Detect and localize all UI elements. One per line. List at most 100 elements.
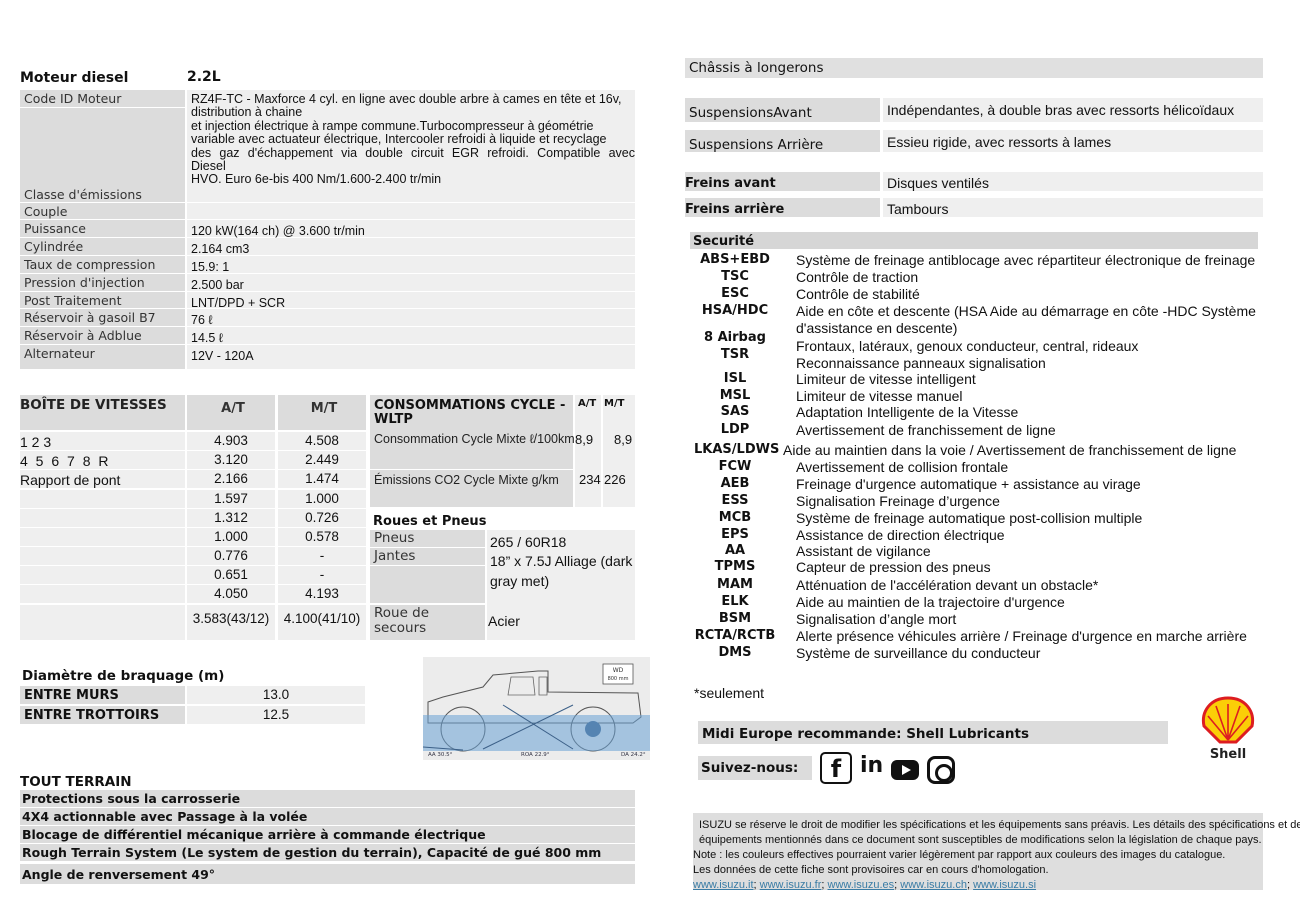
wheels-row-label: Roue de secours xyxy=(370,605,485,640)
offroad-item: Angle de renversement 49° xyxy=(20,864,635,884)
wd-value: 800 mm xyxy=(608,676,629,682)
engine-label-blank xyxy=(20,108,185,186)
security-key: TSC xyxy=(721,269,749,284)
offroad-item: Protections sous la carrosserie xyxy=(20,790,635,807)
engine-size: 2.2L xyxy=(187,69,221,85)
security-key: ABS+EBD xyxy=(700,252,770,267)
security-desc: Avertissement de collision frontale xyxy=(796,459,1009,475)
engine-description-line: Diesel xyxy=(191,159,226,174)
consumption-at-value: 8,9 xyxy=(575,432,594,447)
wheels-title: Roues et Pneus xyxy=(373,514,487,529)
security-key: AA xyxy=(724,543,746,558)
engine-row-value: 14.5 ℓ xyxy=(187,327,635,345)
security-desc: Système de freinage antiblocage avec rép… xyxy=(796,252,1256,268)
facebook-icon[interactable]: f xyxy=(820,752,852,784)
engine-row-label: Pression d'injection xyxy=(20,274,185,291)
gearbox-row-label xyxy=(20,605,185,640)
engine-row-value xyxy=(187,186,635,202)
brakes-rear-label: Freins arrière xyxy=(685,198,880,217)
brakes-front-label: Freins avant xyxy=(685,172,880,191)
gearbox-row-label xyxy=(20,547,185,565)
gearbox-row-label xyxy=(20,509,185,527)
website-link[interactable]: www.isuzu.ch xyxy=(900,879,967,891)
engine-description-line: et injection électrique à rampe commune.… xyxy=(191,118,594,133)
gearbox-row-label: Rapport de pont xyxy=(20,470,185,488)
turning-title: Diamètre de braquage (m) xyxy=(22,668,225,684)
security-desc: Assistance de direction électrique xyxy=(796,527,1005,543)
gearbox-mt-value: 0.726 xyxy=(278,509,366,527)
security-key: ELK xyxy=(721,594,749,609)
suspension-front-label: SuspensionsAvant xyxy=(685,98,880,122)
engine-description-line: distribution à chaine xyxy=(191,105,303,120)
gearbox-at-value: 4.903 xyxy=(187,432,275,450)
gearbox-mt-value: - xyxy=(278,566,366,584)
security-title: Securité xyxy=(690,232,1258,249)
gearbox-mt-value: 4.193 xyxy=(278,585,366,603)
security-desc: Contrôle de stabilité xyxy=(796,286,920,302)
security-key: MSL xyxy=(719,388,751,403)
website-link[interactable]: www.isuzu.es xyxy=(827,879,895,891)
security-desc: Assistant de vigilance xyxy=(796,543,931,559)
security-key: HSA/HDC xyxy=(701,303,769,318)
security-desc: Avertissement de franchissement de ligne xyxy=(796,422,1056,438)
security-desc: Limiteur de vitesse manuel xyxy=(796,388,963,404)
engine-row-label: Taux de compression xyxy=(20,256,185,273)
wd-label: WD xyxy=(613,667,624,674)
consumption-mt-value: 8,9 xyxy=(614,432,633,447)
engine-row-label: Code ID Moteur xyxy=(20,90,185,107)
security-key: LKAS/LDWS xyxy=(694,442,780,457)
engine-description-line: HVO. Euro 6e-bis 400 Nm/1.600-2.400 tr/m… xyxy=(191,172,442,187)
security-key: ESS xyxy=(721,493,749,508)
engine-description-line: RZ4F-TC - Maxforce 4 cyl. en ligne avec … xyxy=(191,92,622,106)
website-link[interactable]: www.isuzu.it xyxy=(693,879,754,891)
security-key: RCTA/RCTB xyxy=(694,628,776,643)
engine-row-value: 120 kW(164 ch) @ 3.600 tr/min xyxy=(187,220,635,238)
disclaimer-line: ISUZU se réserve le droit de modifier le… xyxy=(699,819,1300,831)
website-link[interactable]: www.isuzu.fr xyxy=(759,879,822,891)
engine-row-value: 2.500 bar xyxy=(187,274,635,292)
security-key: 8 Airbag xyxy=(704,330,766,345)
consumption-col-at: A/T xyxy=(575,395,601,507)
roa-angle: ROA 22.9° xyxy=(521,752,550,758)
security-desc: Limiteur de vitesse intelligent xyxy=(796,371,976,387)
security-desc: Système de surveillance du conducteur xyxy=(796,645,1041,661)
turning-row-label: ENTRE TROTTOIRS xyxy=(20,706,185,724)
security-desc: Reconnaissance panneaux signalisation xyxy=(796,355,1046,371)
security-desc: Aide en côte et descente (HSA Aide au dé… xyxy=(796,303,1256,336)
consumption-mt-value: 226 xyxy=(604,472,626,487)
engine-description-line: variable avec actuateur électrique, Inte… xyxy=(191,132,607,147)
instagram-icon[interactable] xyxy=(927,756,955,784)
website-link[interactable]: www.isuzu.si xyxy=(973,879,1037,891)
consumption-row-label: Consommation Cycle Mixte ℓ/100km xyxy=(370,430,575,469)
offroad-item: Blocage de différentiel mécanique arrièr… xyxy=(20,826,635,843)
suspension-rear-value: Essieu rigide, avec ressorts à lames xyxy=(883,130,1263,152)
youtube-icon[interactable] xyxy=(891,760,919,780)
security-key: SAS xyxy=(720,404,750,419)
gearbox-at-value: 2.166 xyxy=(187,470,275,488)
engine-row-label: Classe d'émissions xyxy=(20,186,185,202)
engine-description: RZ4F-TC - Maxforce 4 cyl. en ligne avec … xyxy=(187,90,635,186)
suspension-front-value: Indépendantes, à double bras avec ressor… xyxy=(883,98,1263,122)
brakes-front-value: Disques ventilés xyxy=(883,172,1263,191)
gearbox-row-label xyxy=(20,566,185,584)
svg-text:Shell: Shell xyxy=(1210,747,1246,762)
disclaimer-line: Note : les couleurs effectives pourraien… xyxy=(693,849,1226,861)
gearbox-mt-value: 4.508 xyxy=(278,432,366,450)
turning-row-label: ENTRE MURS xyxy=(20,686,185,704)
security-desc: Aide au maintien de la trajectoire d'urg… xyxy=(796,594,1065,610)
security-key: MCB xyxy=(718,510,752,525)
gearbox-mt-value: 4.100(41/10) xyxy=(278,605,366,640)
security-desc: Freinage d'urgence automatique + assista… xyxy=(796,476,1141,492)
linkedin-icon[interactable]: in xyxy=(860,753,884,778)
offroad-item: Rough Terrain System (Le system de gesti… xyxy=(20,844,635,861)
chassis-title: Châssis à longerons xyxy=(685,58,1263,78)
wheels-row-label: Pneus xyxy=(370,530,485,547)
security-desc: Adaptation Intelligente de la Vitesse xyxy=(796,404,1019,420)
security-key: ESC xyxy=(721,286,749,301)
da-angle: DA 24.2° xyxy=(621,752,646,758)
turning-row-value: 13.0 xyxy=(187,686,365,704)
gearbox-mt-value: 2.449 xyxy=(278,451,366,469)
consumption-row-label: Émissions CO2 Cycle Mixte g/km xyxy=(370,470,573,507)
gearbox-col-mt: M/T xyxy=(278,395,366,430)
gearbox-mt-value: 0.578 xyxy=(278,528,366,546)
